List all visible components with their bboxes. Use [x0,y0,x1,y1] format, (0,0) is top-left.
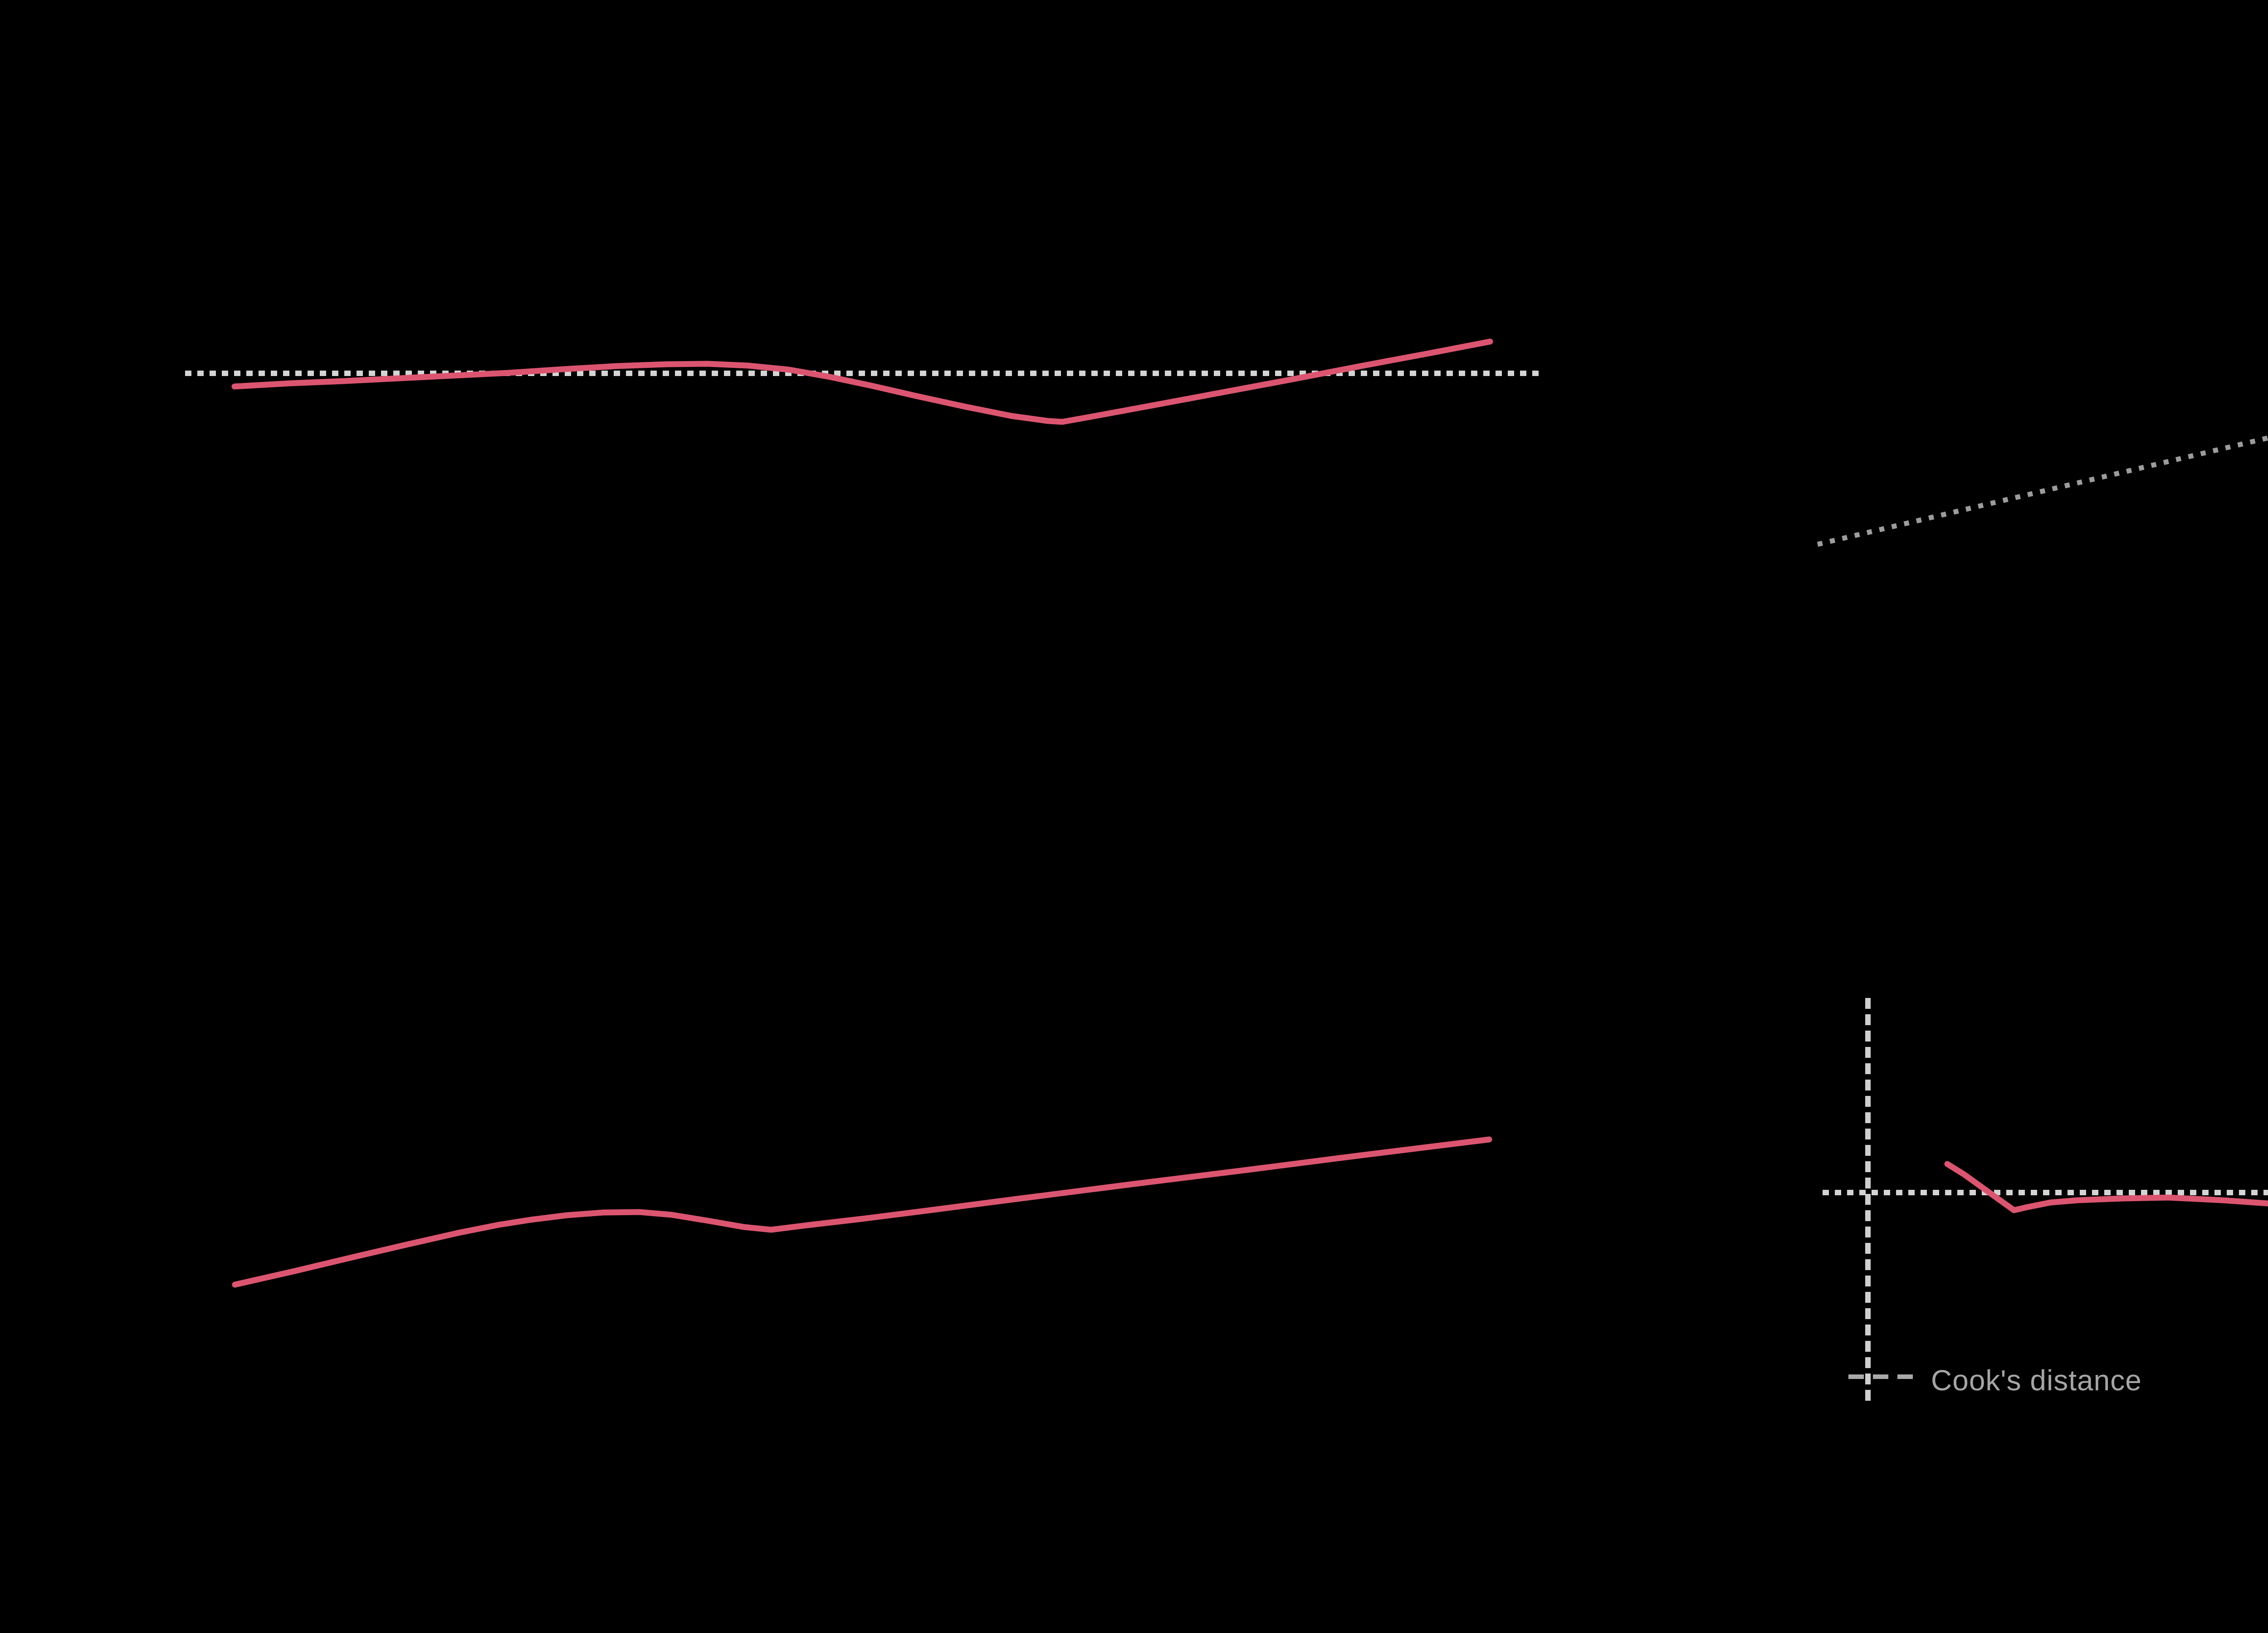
lowess-smoother-line [231,338,1493,425]
lowess-smoother-line [1944,1161,2268,1213]
cooks-distance-legend-label: Cook's distance [1931,1364,2142,1397]
residuals-vs-fitted-panel [185,338,1539,425]
normal-qq-panel [1817,435,2268,547]
residuals-vs-leverage-panel: 10.50.51Cook's distance [1823,998,2268,1402]
lowess-smoother-line [232,1136,1492,1288]
qq-dotted-reference-line [1817,435,2268,547]
scale-location-panel [232,1136,1492,1288]
